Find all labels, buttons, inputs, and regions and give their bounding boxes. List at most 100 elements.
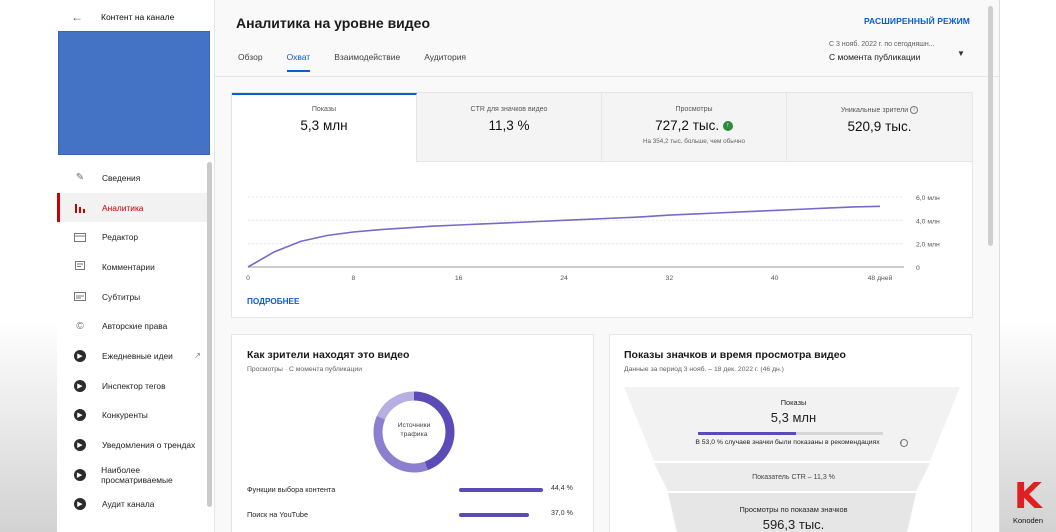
metric-value: 11,3 % (488, 118, 530, 133)
y-tick-label: 2,0 млн (916, 242, 940, 249)
watermark-name: Konoden (1012, 516, 1044, 525)
tab-reach[interactable]: Охват (286, 52, 311, 72)
recommend-progress-fill (698, 432, 797, 435)
extension-icon: ▶ (73, 438, 87, 452)
sidebar: ← Контент на канале ✎ Сведения Аналитика… (57, 0, 215, 532)
sidebar-item-competitors[interactable]: ▶ Конкуренты (57, 401, 207, 431)
bar-chart-icon (73, 201, 87, 215)
funnel-recommend-note: В 53,0 % случаев значки были показаны в … (695, 439, 880, 446)
sidebar-item-label: Аудит канала (102, 499, 155, 510)
info-icon[interactable]: i (900, 439, 908, 447)
sidebar-item-label: Аналитика (102, 202, 144, 213)
reach-chart-card: Показы 5,3 млн CTR для значков видео 11,… (231, 92, 973, 318)
donut-segment-other[interactable] (373, 391, 455, 473)
sidebar-item-subtitles[interactable]: Субтитры (57, 282, 207, 312)
tab-engagement[interactable]: Взаимодействие (334, 52, 401, 62)
sidebar-item-channel-audit[interactable]: ▶ Аудит канала (57, 490, 207, 520)
caret-down-icon[interactable]: ▼ (957, 49, 965, 58)
funnel-ctr-label: Показатель CTR – 11,3 % (752, 474, 835, 481)
x-tick-label: 8 (351, 275, 355, 282)
metric-note: На 354,2 тыс. больше, чем обычно (642, 138, 746, 145)
sidebar-item-editor[interactable]: Редактор (57, 222, 207, 252)
metric-ctr[interactable]: CTR для значков видео 11,3 % (417, 93, 602, 162)
sidebar-nav: ✎ Сведения Аналитика Редактор Комментар (57, 163, 207, 519)
x-tick-label: 32 (666, 275, 674, 282)
metric-tabs: Показы 5,3 млн CTR для значков видео 11,… (232, 93, 973, 162)
sidebar-item-label: Конкуренты (102, 410, 148, 421)
sidebar-item-label: Ежедневные идеи (102, 350, 173, 361)
extension-icon: ▶ (73, 408, 87, 422)
traffic-header: Как зрители находят это видео Просмотры … (247, 349, 409, 373)
sidebar-item-analytics[interactable]: Аналитика (57, 192, 207, 223)
extension-icon: ▶ (73, 497, 87, 511)
traffic-row-pct: 44,4 % (551, 485, 573, 492)
subtitles-icon (73, 290, 87, 304)
advanced-mode-button[interactable]: РАСШИРЕННЫЙ РЕЖИМ (864, 16, 970, 26)
funnel-subtitle: Данные за период 3 нояб. – 18 дек. 2022 … (624, 366, 784, 373)
traffic-donut-chart[interactable] (369, 387, 459, 477)
external-link-icon: ↗ (194, 351, 201, 361)
y-tick-label: 6,0 млн (916, 195, 940, 202)
arrow-up-icon: ↑ (722, 121, 733, 132)
metric-label: Показы (311, 106, 337, 113)
funnel-card: Показы значков и время просмотра видео Д… (609, 334, 972, 532)
funnel-views-value: 596,3 тыс. (762, 517, 825, 532)
sidebar-item-trend-alerts[interactable]: ▶ Уведомления о трендах (57, 430, 207, 460)
funnel-header: Показы значков и время просмотра видео Д… (624, 349, 846, 373)
back-arrow-icon[interactable]: ← (71, 10, 83, 24)
metric-label-wrap: Уникальные зрители i (787, 106, 972, 114)
tab-overview[interactable]: Обзор (238, 52, 263, 62)
comment-icon (73, 260, 87, 274)
metric-label: Просмотры (675, 106, 713, 113)
metric-views[interactable]: Просмотры 727,2 тыс. ↑ На 354,2 тыс. бол… (602, 93, 787, 162)
x-tick-label: 16 (455, 275, 463, 282)
funnel-title: Показы значков и время просмотра видео (624, 349, 846, 361)
impressions-line-chart: 0 2,0 млн 4,0 млн 6,0 млн 0 8 16 24 32 40 48 дней (246, 195, 940, 282)
see-more-link[interactable]: ПОДРОБНЕЕ (247, 297, 300, 306)
date-range-selector[interactable]: С 3 нояб. 2022 г. по сегодняшн... С моме… (829, 41, 935, 62)
pencil-icon: ✎ (75, 172, 85, 184)
traffic-row-content-selection[interactable]: Функции выбора контента 44,4 % (247, 485, 577, 497)
recommend-progress-track (698, 432, 883, 435)
sidebar-scrollbar[interactable] (207, 162, 212, 507)
extension-icon: ▶ (73, 379, 87, 393)
donut-segment-youtube-search[interactable] (373, 391, 455, 473)
sidebar-item-label: Редактор (102, 232, 139, 243)
clock-info-icon[interactable]: i (910, 106, 919, 114)
copyright-icon: © (76, 320, 84, 332)
sidebar-item-most-viewed[interactable]: ▶ Наиболее просматриваемые (57, 460, 207, 490)
page-title: Аналитика на уровне видео (236, 15, 431, 31)
metric-impressions[interactable]: Показы 5,3 млн (232, 93, 417, 162)
date-range-value: С момента публикации (829, 52, 921, 62)
sidebar-item-details[interactable]: ✎ Сведения (57, 163, 207, 193)
sidebar-item-copyright[interactable]: © Авторские права (57, 311, 207, 341)
y-tick-label: 4,0 млн (916, 218, 940, 225)
traffic-row-label: Поиск на YouTube (247, 510, 309, 519)
sidebar-item-tag-inspector[interactable]: ▶ Инспектор тегов (57, 371, 207, 401)
traffic-sources-card: Как зрители находят это видео Просмотры … (231, 334, 594, 532)
video-thumbnail[interactable] (58, 31, 210, 155)
metric-label: Уникальные зрители (840, 106, 909, 114)
sidebar-item-daily-ideas[interactable]: ▶ Ежедневные идеи ↗ (57, 341, 207, 371)
traffic-subtitle: Просмотры · С момента публикации (247, 366, 363, 373)
video-info-icon[interactable]: i (1013, 18, 1040, 45)
metric-value: 727,2 тыс. (655, 118, 720, 133)
traffic-row-youtube-search[interactable]: Поиск на YouTube 37,0 % (247, 510, 577, 522)
page-scrollbar[interactable] (988, 6, 993, 246)
sidebar-item-label: Комментарии (102, 261, 155, 272)
metric-unique-viewers[interactable]: Уникальные зрители i 520,9 тыс. (787, 93, 972, 162)
sidebar-header: ← Контент на канале (57, 0, 214, 34)
tab-audience[interactable]: Аудитория (424, 52, 467, 62)
x-tick-label: 40 (771, 275, 779, 282)
sidebar-item-label: Сведения (102, 172, 141, 183)
sidebar-item-comments[interactable]: Комментарии (57, 252, 207, 282)
header-divider (215, 76, 1000, 77)
traffic-title: Как зрители находят это видео (247, 349, 410, 361)
main-content: Аналитика на уровне видео РАСШИРЕННЫЙ РЕ… (215, 0, 1000, 532)
impressions-series-line[interactable] (247, 205, 881, 268)
sidebar-item-label: Авторские права (102, 321, 168, 332)
sidebar-item-label: Уведомления о трендах (102, 440, 196, 451)
traffic-row-bar (459, 488, 544, 492)
metric-value-wrap: 727,2 тыс. ↑ (602, 118, 786, 133)
y-tick-label: 0 (916, 265, 920, 272)
